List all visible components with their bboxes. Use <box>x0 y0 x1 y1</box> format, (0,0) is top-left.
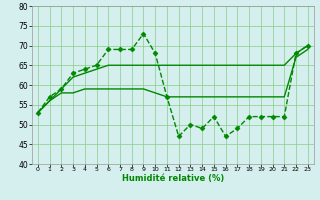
X-axis label: Humidité relative (%): Humidité relative (%) <box>122 174 224 183</box>
